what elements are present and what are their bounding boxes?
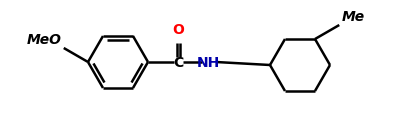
Text: MeO: MeO bbox=[27, 33, 62, 47]
Text: Me: Me bbox=[341, 10, 364, 24]
Text: NH: NH bbox=[196, 56, 219, 70]
Text: C: C bbox=[173, 56, 183, 70]
Text: O: O bbox=[172, 23, 184, 37]
